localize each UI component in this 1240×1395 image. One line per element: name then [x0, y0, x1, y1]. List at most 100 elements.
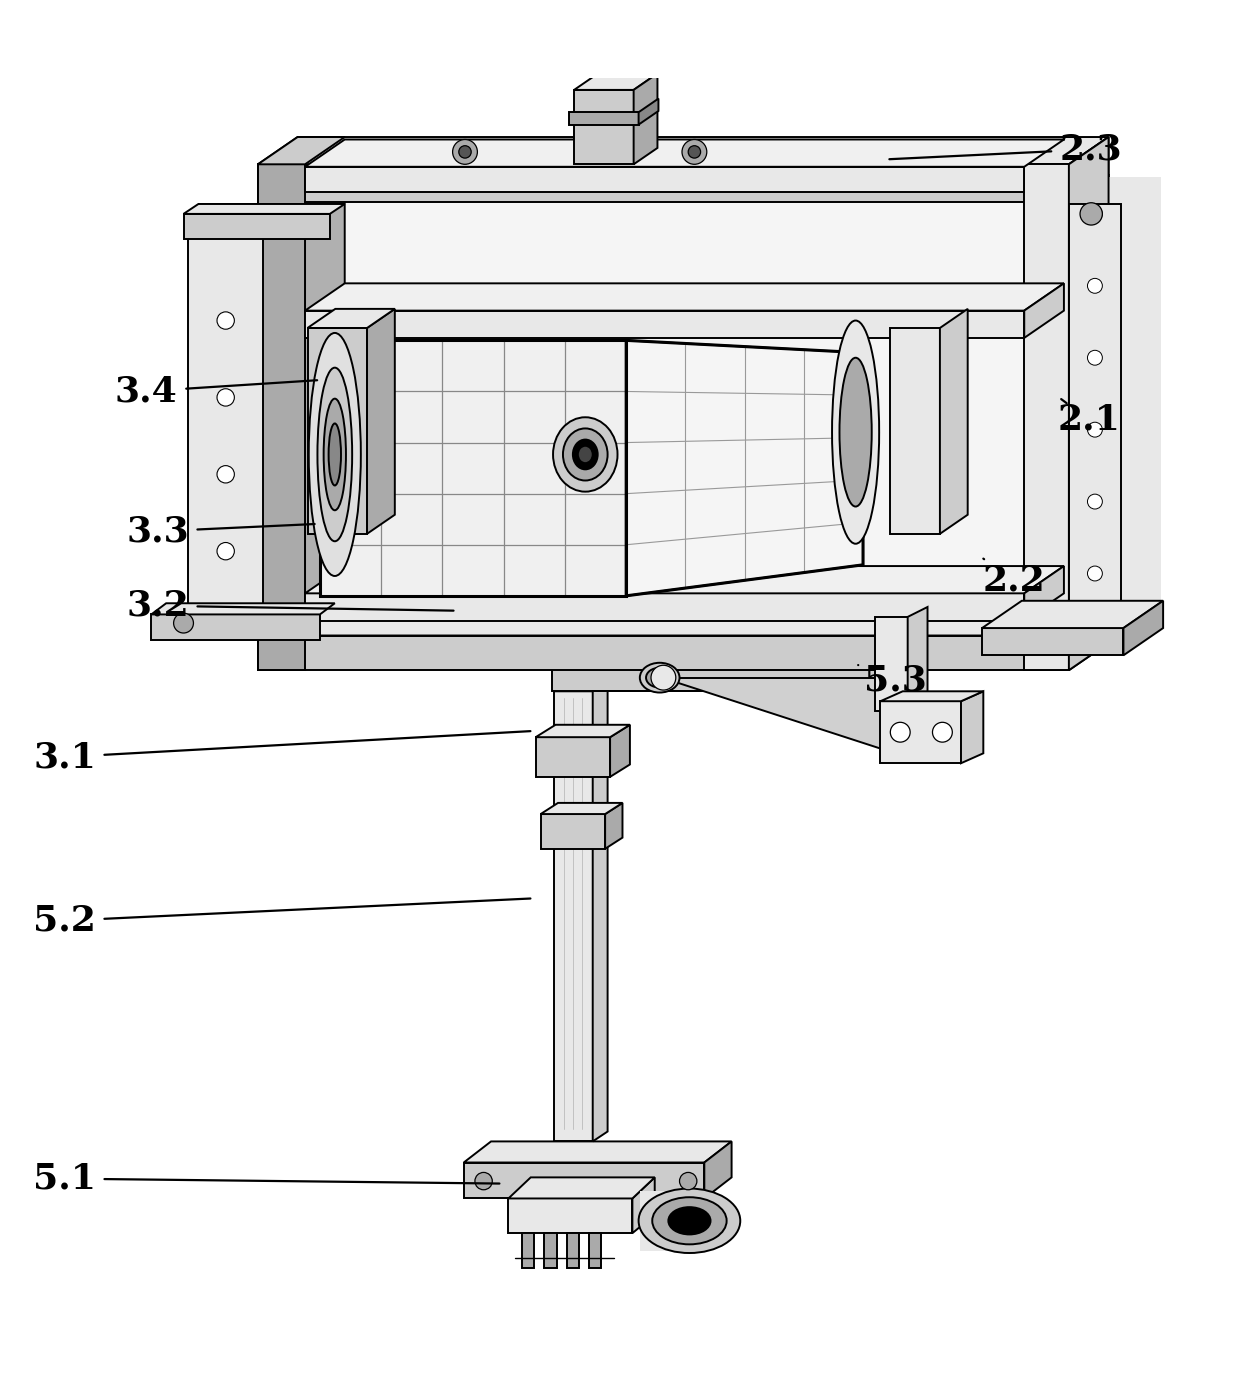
- Polygon shape: [522, 1233, 534, 1268]
- Text: 3.1: 3.1: [33, 739, 95, 774]
- Text: 3.4: 3.4: [115, 374, 177, 409]
- Ellipse shape: [839, 357, 872, 506]
- Polygon shape: [640, 1191, 689, 1250]
- Polygon shape: [1123, 601, 1163, 656]
- Polygon shape: [541, 804, 622, 815]
- Polygon shape: [305, 311, 1024, 338]
- Circle shape: [688, 145, 701, 158]
- Ellipse shape: [553, 417, 618, 491]
- Polygon shape: [880, 702, 961, 763]
- Polygon shape: [875, 617, 908, 711]
- Circle shape: [932, 723, 952, 742]
- Polygon shape: [982, 601, 1163, 628]
- Ellipse shape: [646, 668, 673, 688]
- Circle shape: [1087, 494, 1102, 509]
- Circle shape: [682, 140, 707, 165]
- Polygon shape: [464, 1141, 732, 1162]
- Circle shape: [217, 312, 234, 329]
- Polygon shape: [1069, 137, 1109, 670]
- Ellipse shape: [317, 368, 352, 541]
- Polygon shape: [593, 678, 888, 692]
- Circle shape: [453, 140, 477, 165]
- Ellipse shape: [324, 399, 346, 511]
- Polygon shape: [639, 99, 658, 124]
- Text: 3.3: 3.3: [126, 515, 188, 548]
- Polygon shape: [589, 1233, 601, 1268]
- Polygon shape: [574, 74, 657, 89]
- Ellipse shape: [832, 321, 879, 544]
- Text: 2.2: 2.2: [983, 564, 1045, 598]
- Polygon shape: [258, 137, 1109, 165]
- Polygon shape: [188, 219, 275, 229]
- Polygon shape: [305, 167, 1024, 191]
- Circle shape: [1087, 206, 1102, 222]
- Circle shape: [1080, 202, 1102, 225]
- Polygon shape: [574, 89, 634, 165]
- Polygon shape: [626, 340, 863, 596]
- Polygon shape: [464, 1162, 704, 1198]
- Ellipse shape: [652, 1197, 727, 1244]
- Text: 3.2: 3.2: [126, 589, 188, 622]
- Polygon shape: [305, 283, 1064, 311]
- Circle shape: [890, 723, 910, 742]
- Polygon shape: [536, 737, 610, 777]
- Polygon shape: [508, 1198, 632, 1233]
- Polygon shape: [367, 308, 394, 534]
- Circle shape: [217, 389, 234, 406]
- Circle shape: [1087, 566, 1102, 580]
- Polygon shape: [634, 74, 657, 165]
- Polygon shape: [305, 566, 1064, 593]
- Polygon shape: [982, 628, 1123, 656]
- Ellipse shape: [639, 1189, 740, 1253]
- Ellipse shape: [668, 1207, 711, 1235]
- Circle shape: [217, 466, 234, 483]
- Polygon shape: [593, 681, 608, 1141]
- Polygon shape: [554, 692, 593, 1141]
- Polygon shape: [890, 328, 940, 534]
- Polygon shape: [880, 692, 983, 702]
- Polygon shape: [541, 815, 605, 848]
- Ellipse shape: [640, 663, 680, 692]
- Polygon shape: [536, 725, 630, 737]
- Polygon shape: [258, 608, 1109, 636]
- Circle shape: [680, 1172, 697, 1190]
- Polygon shape: [544, 1233, 557, 1268]
- Polygon shape: [1109, 177, 1161, 618]
- Polygon shape: [1024, 283, 1064, 338]
- Polygon shape: [1024, 566, 1064, 621]
- Polygon shape: [961, 692, 983, 763]
- Text: 5.1: 5.1: [33, 1162, 95, 1196]
- Ellipse shape: [573, 439, 598, 469]
- Polygon shape: [888, 650, 908, 692]
- Polygon shape: [632, 1177, 655, 1233]
- Polygon shape: [908, 607, 928, 711]
- Polygon shape: [704, 1141, 732, 1198]
- Text: 5.3: 5.3: [864, 663, 926, 698]
- Polygon shape: [305, 137, 345, 670]
- Polygon shape: [552, 650, 908, 664]
- Polygon shape: [258, 165, 1069, 201]
- Polygon shape: [258, 165, 305, 670]
- Polygon shape: [298, 174, 1109, 643]
- Polygon shape: [663, 678, 888, 751]
- Polygon shape: [305, 593, 1024, 621]
- Circle shape: [174, 614, 193, 633]
- Text: 5.2: 5.2: [33, 904, 95, 937]
- Polygon shape: [605, 804, 622, 848]
- Circle shape: [1087, 423, 1102, 437]
- Text: 2.1: 2.1: [1058, 403, 1120, 437]
- Circle shape: [475, 1172, 492, 1190]
- Polygon shape: [305, 140, 1064, 167]
- Polygon shape: [151, 614, 320, 640]
- Polygon shape: [308, 328, 367, 534]
- Circle shape: [651, 665, 676, 691]
- Ellipse shape: [329, 424, 341, 485]
- Polygon shape: [188, 229, 263, 633]
- Polygon shape: [258, 636, 1069, 670]
- Polygon shape: [940, 308, 967, 534]
- Ellipse shape: [309, 333, 361, 576]
- Polygon shape: [554, 681, 608, 692]
- Circle shape: [1087, 279, 1102, 293]
- Circle shape: [217, 543, 234, 559]
- Polygon shape: [320, 340, 626, 596]
